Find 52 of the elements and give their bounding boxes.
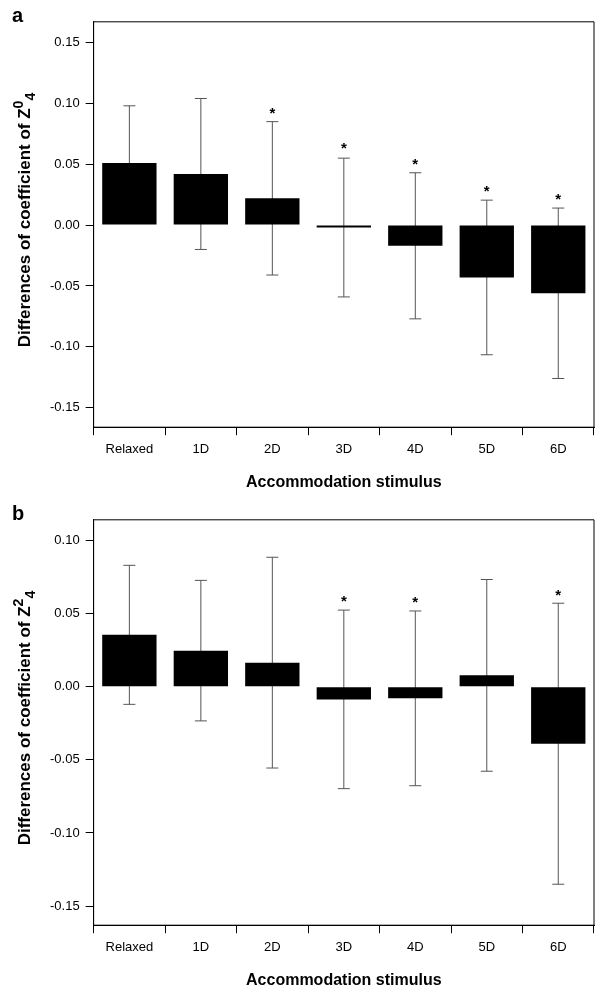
y-tick-label: 0.15 bbox=[54, 34, 80, 50]
bar bbox=[173, 650, 229, 687]
y-tick-label: -0.10 bbox=[49, 338, 80, 354]
bar bbox=[316, 687, 371, 700]
x-tick-label: 5D bbox=[478, 938, 496, 954]
x-tick-label: 3D bbox=[335, 440, 353, 456]
x-tick-label: Relaxed bbox=[105, 440, 154, 456]
x-tick-label: 5D bbox=[478, 440, 496, 456]
bar bbox=[388, 687, 443, 699]
y-tick-label: 0.05 bbox=[54, 605, 80, 621]
bar bbox=[102, 163, 157, 225]
bar bbox=[245, 198, 300, 225]
x-tick-label: 1D bbox=[192, 938, 210, 954]
x-tick-label: 2D bbox=[264, 440, 281, 456]
bar bbox=[245, 662, 300, 687]
annotation: * bbox=[412, 592, 419, 610]
x-axis-title: Accommodation stimulus bbox=[246, 970, 442, 988]
x-tick-label: 3D bbox=[335, 938, 353, 954]
x-tick-label: 4D bbox=[406, 440, 424, 456]
annotation: * bbox=[269, 103, 276, 121]
y-tick-label: -0.15 bbox=[49, 897, 80, 913]
bar bbox=[531, 225, 586, 294]
annotation: * bbox=[483, 182, 490, 200]
y-tick-label: 0.10 bbox=[54, 531, 80, 547]
y-tick-label: 0.00 bbox=[54, 678, 80, 694]
x-tick-label: 6D bbox=[549, 440, 567, 456]
annotation: * bbox=[555, 585, 562, 603]
bar bbox=[459, 225, 514, 278]
annotation: * bbox=[555, 190, 562, 208]
bar bbox=[459, 675, 514, 687]
x-tick-label: 4D bbox=[406, 938, 424, 954]
y-tick-label: -0.15 bbox=[49, 399, 80, 415]
bar bbox=[173, 173, 229, 225]
annotation: * bbox=[340, 592, 347, 610]
y-tick-label: 0.00 bbox=[54, 216, 80, 232]
y-tick-label: -0.10 bbox=[49, 824, 80, 840]
chart-title: a bbox=[12, 4, 24, 27]
x-tick-label: Relaxed bbox=[105, 938, 154, 954]
chart-title: b bbox=[12, 502, 25, 525]
bar bbox=[388, 225, 443, 246]
x-tick-label: 1D bbox=[192, 440, 210, 456]
bar bbox=[531, 687, 586, 744]
annotation: * bbox=[340, 138, 347, 156]
annotation: * bbox=[412, 154, 419, 172]
y-tick-label: -0.05 bbox=[49, 751, 80, 767]
y-tick-label: 0.05 bbox=[54, 155, 80, 171]
y-tick-label: -0.05 bbox=[49, 277, 80, 293]
x-tick-label: 2D bbox=[264, 938, 281, 954]
x-tick-label: 6D bbox=[549, 938, 567, 954]
x-axis-title: Accommodation stimulus bbox=[246, 472, 442, 490]
y-tick-label: 0.10 bbox=[54, 94, 80, 110]
bar bbox=[102, 634, 157, 687]
